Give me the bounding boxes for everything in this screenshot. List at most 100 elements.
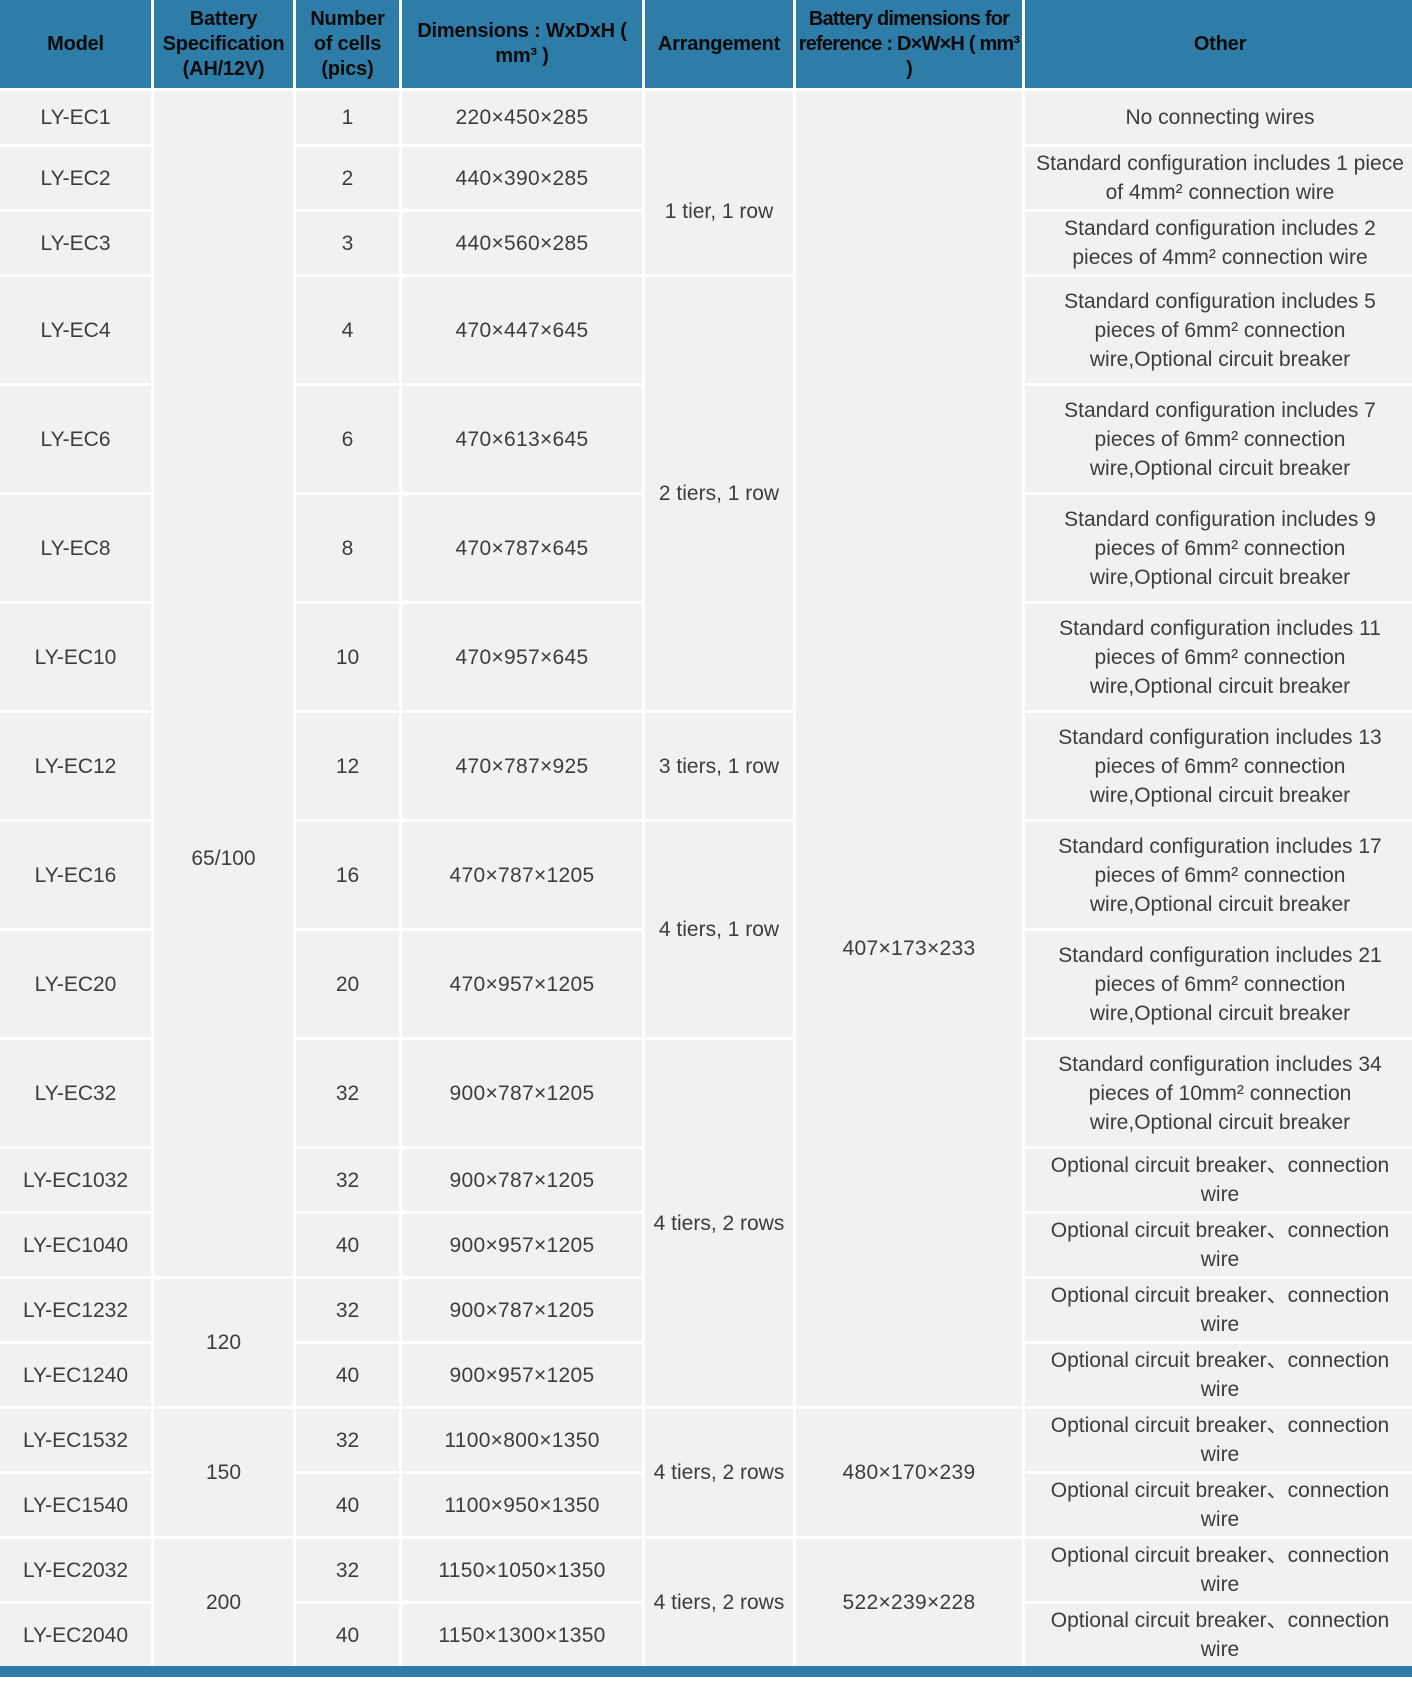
table-row: LY-EC2040 40 1150×1300×1350 Optional cir… <box>0 1601 1412 1666</box>
cell-other: Optional circuit breaker、connection wire <box>1022 1211 1412 1279</box>
cell-model: LY-EC1 <box>0 88 154 147</box>
table-row: LY-EC12 12 470×787×925 3 tiers, 1 row St… <box>0 710 1412 822</box>
table-row: LY-EC20 20 470×957×1205 Standard configu… <box>0 928 1412 1040</box>
cell-model: LY-EC1040 <box>0 1211 154 1279</box>
cell-other: Standard configuration includes 21 piece… <box>1022 928 1412 1040</box>
cell-num-cells: 3 <box>293 209 402 277</box>
cell-arrangement: 4 tiers, 2 rows <box>642 1536 796 1666</box>
table-row: LY-EC1532 150 32 1100×800×1350 4 tiers, … <box>0 1406 1412 1539</box>
cell-battery-dims: 407×173×233 <box>793 88 1025 1409</box>
cell-battery-spec: 65/100 <box>151 88 296 1279</box>
cell-battery-dims: 522×239×228 <box>793 1536 1025 1666</box>
cell-num-cells: 20 <box>293 928 402 1040</box>
cell-dimensions: 1100×950×1350 <box>399 1471 645 1539</box>
cell-num-cells: 2 <box>293 144 402 212</box>
cell-model: LY-EC2040 <box>0 1601 154 1666</box>
cell-dimensions: 470×787×1205 <box>399 819 645 931</box>
table-row: LY-EC1040 40 900×957×1205 Optional circu… <box>0 1211 1412 1279</box>
cell-model: LY-EC4 <box>0 274 154 386</box>
table-row: LY-EC1 65/100 1 220×450×285 1 tier, 1 ro… <box>0 88 1412 1409</box>
cell-num-cells: 40 <box>293 1341 402 1409</box>
cell-dimensions: 470×957×645 <box>399 601 645 713</box>
cell-dimensions: 1150×1050×1350 <box>399 1536 645 1604</box>
cell-other: Standard configuration includes 11 piece… <box>1022 601 1412 713</box>
cell-model: LY-EC20 <box>0 928 154 1040</box>
cell-dimensions: 1100×800×1350 <box>399 1406 645 1474</box>
cell-num-cells: 16 <box>293 819 402 931</box>
header-battery-spec: Battery Specification (AH/12V) <box>151 0 296 91</box>
header-battery-dims: Battery dimensions for reference : D×W×H… <box>793 0 1025 91</box>
header-arrangement: Arrangement <box>642 0 796 91</box>
cell-num-cells: 40 <box>293 1211 402 1279</box>
cell-battery-spec: 150 <box>151 1406 296 1539</box>
cell-num-cells: 32 <box>293 1037 402 1149</box>
cell-dimensions: 470×613×645 <box>399 383 645 495</box>
header-row: Model Battery Specification (AH/12V) Num… <box>0 0 1412 91</box>
cell-num-cells: 4 <box>293 274 402 386</box>
cell-model: LY-EC2032 <box>0 1536 154 1604</box>
table-row: LY-EC1540 40 1100×950×1350 Optional circ… <box>0 1471 1412 1539</box>
cell-arrangement: 4 tiers, 1 row <box>642 819 796 1040</box>
cell-num-cells: 40 <box>293 1471 402 1539</box>
cell-dimensions: 900×787×1205 <box>399 1037 645 1149</box>
cell-num-cells: 32 <box>293 1536 402 1604</box>
cell-model: LY-EC16 <box>0 819 154 931</box>
header-other: Other <box>1022 0 1412 91</box>
cell-num-cells: 8 <box>293 492 402 604</box>
cell-other: Optional circuit breaker、connection wire <box>1022 1406 1412 1474</box>
cell-dimensions: 900×957×1205 <box>399 1211 645 1279</box>
cell-dimensions: 1150×1300×1350 <box>399 1601 645 1666</box>
cell-other: Optional circuit breaker、connection wire <box>1022 1146 1412 1214</box>
cell-other: Optional circuit breaker、connection wire <box>1022 1536 1412 1604</box>
cell-arrangement: 4 tiers, 2 rows <box>642 1406 796 1539</box>
cell-battery-spec: 120 <box>151 1276 296 1409</box>
cell-dimensions: 440×560×285 <box>399 209 645 277</box>
cell-other: Standard configuration includes 9 pieces… <box>1022 492 1412 604</box>
cell-other: No connecting wires <box>1022 88 1412 147</box>
cell-num-cells: 12 <box>293 710 402 822</box>
cell-dimensions: 900×957×1205 <box>399 1341 645 1409</box>
cell-battery-dims: 480×170×239 <box>793 1406 1025 1539</box>
table-row: LY-EC2032 200 32 1150×1050×1350 4 tiers,… <box>0 1536 1412 1666</box>
cell-battery-spec: 200 <box>151 1536 296 1666</box>
cell-dimensions: 900×787×1205 <box>399 1276 645 1344</box>
cell-other: Optional circuit breaker、connection wire <box>1022 1471 1412 1539</box>
header-model: Model <box>0 0 154 91</box>
cell-arrangement: 3 tiers, 1 row <box>642 710 796 822</box>
cell-arrangement: 1 tier, 1 row <box>642 88 796 277</box>
header-num-cells: Number of cells (pics) <box>293 0 402 91</box>
table-row: LY-EC1232 120 32 900×787×1205 Optional c… <box>0 1276 1412 1409</box>
cell-model: LY-EC6 <box>0 383 154 495</box>
cell-num-cells: 32 <box>293 1276 402 1344</box>
cell-dimensions: 470×787×925 <box>399 710 645 822</box>
cell-num-cells: 32 <box>293 1146 402 1214</box>
cell-dimensions: 470×447×645 <box>399 274 645 386</box>
cell-dimensions: 900×787×1205 <box>399 1146 645 1214</box>
cell-other: Standard configuration includes 1 piece … <box>1022 144 1412 212</box>
cell-other: Optional circuit breaker、connection wire <box>1022 1341 1412 1409</box>
cell-other: Standard configuration includes 7 pieces… <box>1022 383 1412 495</box>
table-row: LY-EC16 16 470×787×1205 4 tiers, 1 row S… <box>0 819 1412 1040</box>
cell-dimensions: 470×787×645 <box>399 492 645 604</box>
cell-other: Optional circuit breaker、connection wire <box>1022 1276 1412 1344</box>
cell-model: LY-EC2 <box>0 144 154 212</box>
cell-dimensions: 220×450×285 <box>399 88 645 147</box>
table-row: LY-EC10 10 470×957×645 Standard configur… <box>0 601 1412 713</box>
bottom-accent-bar <box>0 1666 1412 1677</box>
table-row: LY-EC3 3 440×560×285 Standard configurat… <box>0 209 1412 277</box>
cell-model: LY-EC10 <box>0 601 154 713</box>
cell-num-cells: 32 <box>293 1406 402 1474</box>
table-row: LY-EC4 4 470×447×645 2 tiers, 1 row Stan… <box>0 274 1412 713</box>
cell-other: Standard configuration includes 34 piece… <box>1022 1037 1412 1149</box>
cell-model: LY-EC1232 <box>0 1276 154 1344</box>
cell-model: LY-EC32 <box>0 1037 154 1149</box>
table-row: LY-EC1240 40 900×957×1205 Optional circu… <box>0 1341 1412 1409</box>
cell-model: LY-EC1240 <box>0 1341 154 1409</box>
table-row: LY-EC2 2 440×390×285 Standard configurat… <box>0 144 1412 212</box>
cell-other: Standard configuration includes 2 pieces… <box>1022 209 1412 277</box>
cell-model: LY-EC8 <box>0 492 154 604</box>
cell-model: LY-EC1032 <box>0 1146 154 1214</box>
cell-other: Standard configuration includes 13 piece… <box>1022 710 1412 822</box>
